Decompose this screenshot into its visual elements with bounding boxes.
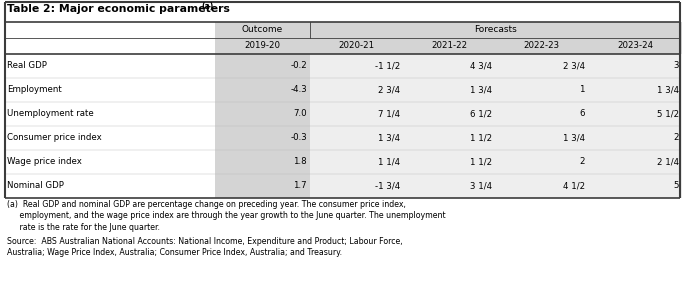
Text: employment, and the wage price index are through the year growth to the June qua: employment, and the wage price index are… <box>7 212 446 220</box>
Text: rate is the rate for the June quarter.: rate is the rate for the June quarter. <box>7 223 160 232</box>
Bar <box>215 38 310 54</box>
Text: Australia; Wage Price Index, Australia; Consumer Price Index, Australia; and Tre: Australia; Wage Price Index, Australia; … <box>7 248 342 257</box>
Text: Source:  ABS Australian National Accounts: National Income, Expenditure and Prod: Source: ABS Australian National Accounts… <box>7 237 403 245</box>
Text: -4.3: -4.3 <box>290 86 307 94</box>
Text: 6: 6 <box>580 109 585 119</box>
Bar <box>310 126 682 150</box>
Text: -0.3: -0.3 <box>290 134 307 142</box>
Bar <box>5 2 680 22</box>
Text: 1 1/2: 1 1/2 <box>470 134 492 142</box>
Text: 2 3/4: 2 3/4 <box>563 61 585 71</box>
Text: 1 1/2: 1 1/2 <box>470 158 492 166</box>
Bar <box>215 126 310 150</box>
Bar <box>310 174 682 198</box>
Text: Real GDP: Real GDP <box>7 61 47 71</box>
Text: Nominal GDP: Nominal GDP <box>7 181 64 191</box>
Text: 5 1/2: 5 1/2 <box>657 109 679 119</box>
Text: 1: 1 <box>580 86 585 94</box>
Text: 2 1/4: 2 1/4 <box>657 158 679 166</box>
Text: 2019-20: 2019-20 <box>245 42 280 50</box>
Bar <box>310 54 682 78</box>
Text: 2022-23: 2022-23 <box>523 42 560 50</box>
Text: 3: 3 <box>673 61 679 71</box>
Text: 2: 2 <box>580 158 585 166</box>
Text: Unemployment rate: Unemployment rate <box>7 109 94 119</box>
Text: -0.2: -0.2 <box>290 61 307 71</box>
Text: 1 3/4: 1 3/4 <box>470 86 492 94</box>
Text: 4 1/2: 4 1/2 <box>563 181 585 191</box>
Text: 1 3/4: 1 3/4 <box>378 134 400 142</box>
Text: 1 3/4: 1 3/4 <box>563 134 585 142</box>
Text: 2020-21: 2020-21 <box>338 42 375 50</box>
Text: 5: 5 <box>673 181 679 191</box>
Text: 7 1/4: 7 1/4 <box>378 109 400 119</box>
Bar <box>215 174 310 198</box>
Text: 7.0: 7.0 <box>293 109 307 119</box>
Text: 1.8: 1.8 <box>293 158 307 166</box>
Text: 2023-24: 2023-24 <box>617 42 653 50</box>
Text: Consumer price index: Consumer price index <box>7 134 102 142</box>
Text: 6 1/2: 6 1/2 <box>470 109 492 119</box>
Text: Table 2: Major economic parameters: Table 2: Major economic parameters <box>7 4 230 14</box>
Text: Forecasts: Forecasts <box>475 25 517 35</box>
Text: 1.7: 1.7 <box>293 181 307 191</box>
Bar <box>215 54 310 78</box>
Text: 4 3/4: 4 3/4 <box>470 61 492 71</box>
Text: 1 3/4: 1 3/4 <box>657 86 679 94</box>
Bar <box>310 38 682 54</box>
Bar <box>310 22 682 38</box>
Text: Outcome: Outcome <box>242 25 283 35</box>
Bar <box>215 150 310 174</box>
Text: 2: 2 <box>673 134 679 142</box>
Bar <box>310 150 682 174</box>
Bar <box>215 78 310 102</box>
Text: 2 3/4: 2 3/4 <box>378 86 400 94</box>
Bar <box>310 102 682 126</box>
Text: -1 3/4: -1 3/4 <box>375 181 400 191</box>
Text: (a)  Real GDP and nominal GDP are percentage change on preceding year. The consu: (a) Real GDP and nominal GDP are percent… <box>7 200 406 209</box>
Text: (a): (a) <box>201 2 213 12</box>
Text: 2021-22: 2021-22 <box>431 42 467 50</box>
Text: Wage price index: Wage price index <box>7 158 82 166</box>
Text: Employment: Employment <box>7 86 62 94</box>
Bar <box>215 22 310 38</box>
Text: 1 1/4: 1 1/4 <box>378 158 400 166</box>
Text: 3 1/4: 3 1/4 <box>470 181 492 191</box>
Bar <box>215 102 310 126</box>
Text: -1 1/2: -1 1/2 <box>375 61 400 71</box>
Bar <box>310 78 682 102</box>
